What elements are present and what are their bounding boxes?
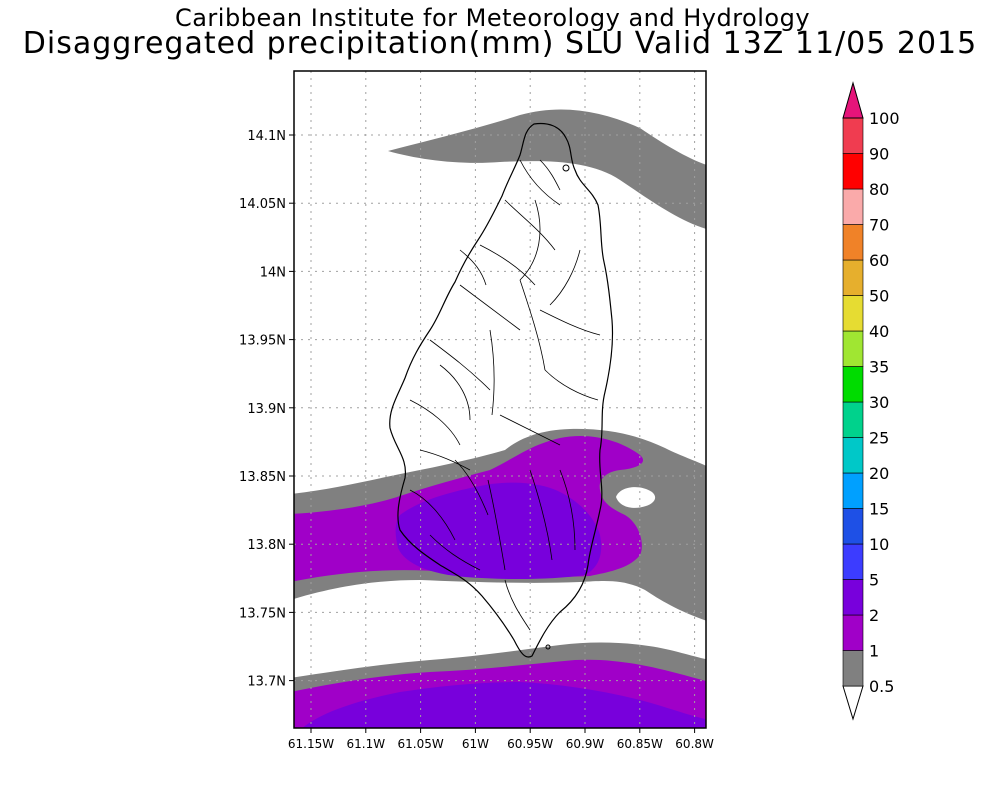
- longitude-axis: 61.15W 61.1W 61.05W 61W 60.95W 60.9W 60.85W 60.…: [288, 728, 714, 751]
- legend-swatch: [842, 437, 864, 474]
- legend-label: 10: [869, 535, 889, 554]
- legend-swatch: [842, 401, 864, 438]
- legend-label: 5: [869, 571, 879, 590]
- latitude-axis: 14.1N 14.05N 14N 13.95N 13.9N 13.85N 13.8N 13.7…: [239, 129, 294, 690]
- legend-swatch: [842, 224, 864, 261]
- lon-tick-label: 61W: [462, 737, 489, 751]
- legend-swatch: [842, 153, 864, 190]
- legend-label: 30: [869, 393, 889, 412]
- map-plot-area: [294, 71, 706, 728]
- lat-tick-label: 13.95N: [239, 334, 286, 349]
- legend-label: 2: [869, 606, 879, 625]
- legend-arrow-top: [842, 81, 864, 119]
- legend-swatch: [842, 543, 864, 580]
- legend-swatch: [842, 650, 864, 687]
- legend-label: 40: [869, 322, 889, 341]
- map-frame: [293, 70, 707, 729]
- lon-tick-label: 60.85W: [617, 737, 663, 751]
- legend-swatch: [842, 117, 864, 154]
- legend-swatch: [842, 508, 864, 545]
- lat-tick-label: 13.75N: [239, 606, 286, 621]
- islet-south: [545, 644, 551, 650]
- lon-tick-label: 61.05W: [397, 737, 443, 751]
- legend-label: 70: [869, 216, 889, 235]
- map-grid: [294, 71, 706, 728]
- precip-core-south-violet: [302, 682, 706, 728]
- legend-label: 25: [869, 429, 889, 448]
- legend-swatch: [842, 330, 864, 367]
- legend-label: 90: [869, 145, 889, 164]
- legend-label: 50: [869, 287, 889, 306]
- precip-band-north-gray: [388, 109, 706, 229]
- legend-swatch: [842, 579, 864, 616]
- lon-tick-label: 60.8W: [675, 737, 714, 751]
- legend-swatch: [842, 366, 864, 403]
- legend-swatch: [842, 259, 864, 296]
- precip-gap-white: [616, 487, 656, 508]
- title-product: Disaggregated precipitation(mm) SLU Vali…: [22, 26, 978, 61]
- legend-swatch: [842, 188, 864, 225]
- legend-label: 100: [869, 109, 900, 128]
- title-institute: Caribbean Institute for Meteorology and …: [174, 4, 811, 32]
- legend-label: 0.5: [869, 677, 894, 696]
- lat-tick-label: 13.7N: [247, 675, 286, 690]
- legend-label: 80: [869, 180, 889, 199]
- legend-swatch: [842, 472, 864, 509]
- legend-swatch: [842, 295, 864, 332]
- legend-swatch: [842, 614, 864, 651]
- lon-tick-label: 61.1W: [347, 737, 386, 751]
- lat-tick-label: 13.8N: [247, 538, 286, 553]
- lon-tick-label: 60.95W: [507, 737, 553, 751]
- lon-tick-label: 60.9W: [566, 737, 605, 751]
- island-rivers: [409, 159, 601, 631]
- legend-label: 60: [869, 251, 889, 270]
- lat-tick-label: 14.1N: [247, 129, 286, 144]
- lat-tick-label: 13.9N: [247, 402, 286, 417]
- lat-tick-label: 14.05N: [239, 197, 286, 212]
- legend-label: 20: [869, 464, 889, 483]
- legend-arrow-bottom: [842, 685, 864, 721]
- lat-tick-label: 13.85N: [239, 470, 286, 485]
- legend-label: 35: [869, 358, 889, 377]
- islet-north: [562, 164, 570, 172]
- lat-tick-label: 14N: [260, 265, 286, 280]
- legend-label: 15: [869, 500, 889, 519]
- lon-tick-label: 61.15W: [288, 737, 334, 751]
- legend-label: 1: [869, 642, 879, 661]
- island-outline-st-lucia: [389, 122, 614, 658]
